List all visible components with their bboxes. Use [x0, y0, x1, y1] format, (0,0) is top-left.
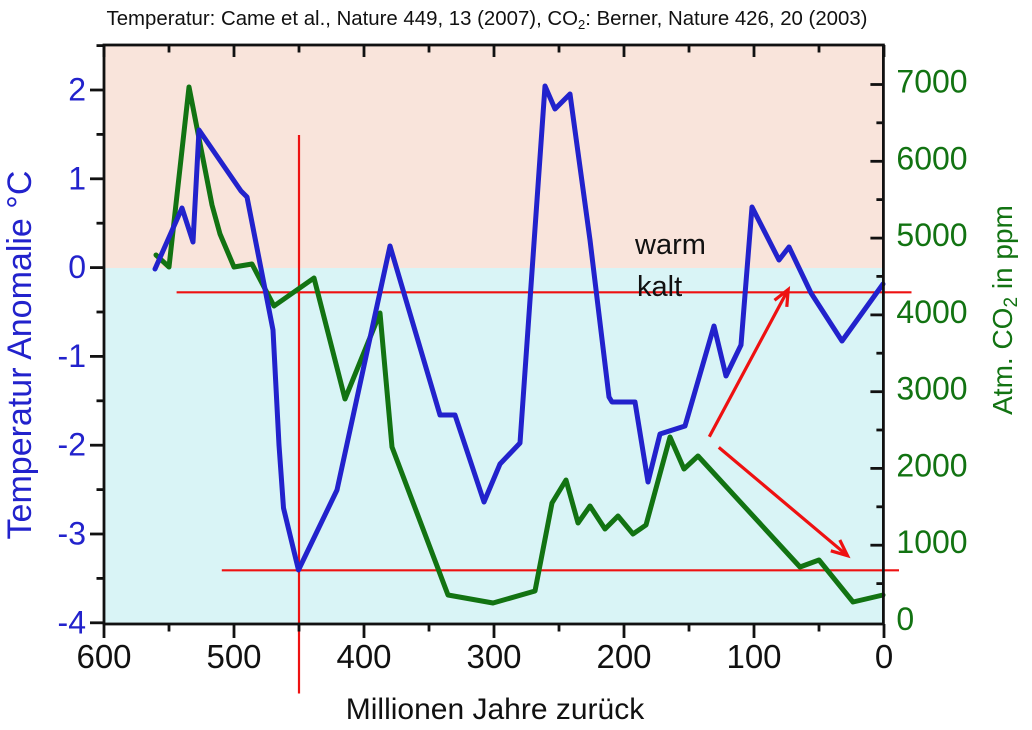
- svg-text:6000: 6000: [896, 140, 967, 176]
- svg-text:300: 300: [466, 638, 521, 675]
- svg-text:0: 0: [896, 601, 914, 637]
- svg-text:-4: -4: [58, 604, 86, 640]
- svg-text:400: 400: [336, 638, 391, 675]
- svg-text:-3: -3: [58, 516, 86, 552]
- svg-text:Millionen Jahre zurück: Millionen Jahre zurück: [346, 693, 645, 726]
- svg-text:0: 0: [68, 249, 86, 285]
- svg-text:1: 1: [68, 160, 86, 196]
- svg-text:warm: warm: [634, 229, 706, 261]
- svg-text:2: 2: [68, 72, 86, 108]
- svg-text:500: 500: [206, 638, 261, 675]
- svg-text:kalt: kalt: [637, 271, 682, 303]
- svg-text:7000: 7000: [896, 64, 967, 100]
- svg-text:100: 100: [726, 638, 781, 675]
- svg-text:Temperatur Anomalie °C: Temperatur Anomalie °C: [1, 171, 39, 540]
- svg-text:200: 200: [596, 638, 651, 675]
- svg-text:600: 600: [76, 638, 131, 675]
- svg-text:Temperatur: Came et al., Natur: Temperatur: Came et al., Nature 449, 13 …: [107, 8, 868, 32]
- svg-text:5000: 5000: [896, 217, 967, 253]
- svg-text:2000: 2000: [896, 447, 967, 483]
- svg-text:-1: -1: [58, 338, 86, 374]
- svg-text:3000: 3000: [896, 371, 967, 407]
- svg-text:0: 0: [875, 638, 893, 675]
- svg-text:-2: -2: [58, 427, 86, 463]
- svg-text:Atm. CO2 in ppm: Atm. CO2 in ppm: [987, 205, 1022, 415]
- svg-text:1000: 1000: [896, 524, 967, 560]
- svg-text:4000: 4000: [896, 294, 967, 330]
